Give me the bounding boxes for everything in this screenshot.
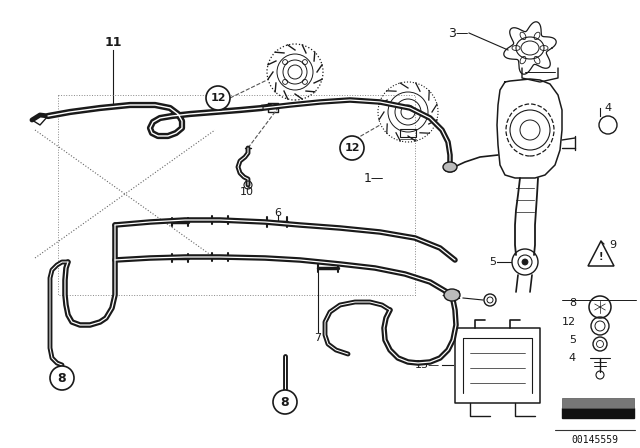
Text: 10: 10 xyxy=(240,187,254,197)
Text: 12: 12 xyxy=(562,317,576,327)
Circle shape xyxy=(50,366,74,390)
Text: 1—: 1— xyxy=(364,172,384,185)
Text: 4: 4 xyxy=(604,103,612,113)
Text: 6: 6 xyxy=(275,208,282,218)
Circle shape xyxy=(522,259,528,265)
Text: 4: 4 xyxy=(569,353,576,363)
Ellipse shape xyxy=(444,289,460,301)
Text: 11: 11 xyxy=(105,35,122,48)
Circle shape xyxy=(206,86,230,110)
Ellipse shape xyxy=(443,162,457,172)
Text: 5: 5 xyxy=(489,257,496,267)
Text: 8: 8 xyxy=(58,371,67,384)
Text: —2: —2 xyxy=(442,289,462,302)
Circle shape xyxy=(340,136,364,160)
Text: !: ! xyxy=(599,252,604,262)
Text: 9: 9 xyxy=(609,240,616,250)
Text: 12: 12 xyxy=(211,93,226,103)
Bar xyxy=(562,398,634,408)
Circle shape xyxy=(273,390,297,414)
Bar xyxy=(562,408,634,418)
Text: 5: 5 xyxy=(569,335,576,345)
Bar xyxy=(400,129,416,137)
Text: 8: 8 xyxy=(281,396,289,409)
Text: 00145559: 00145559 xyxy=(572,435,618,445)
Text: 7: 7 xyxy=(314,333,321,343)
Text: 13—: 13— xyxy=(415,360,440,370)
Ellipse shape xyxy=(444,164,456,172)
Text: 12: 12 xyxy=(344,143,360,153)
Text: 3—: 3— xyxy=(447,26,468,39)
Text: 8: 8 xyxy=(569,298,576,308)
